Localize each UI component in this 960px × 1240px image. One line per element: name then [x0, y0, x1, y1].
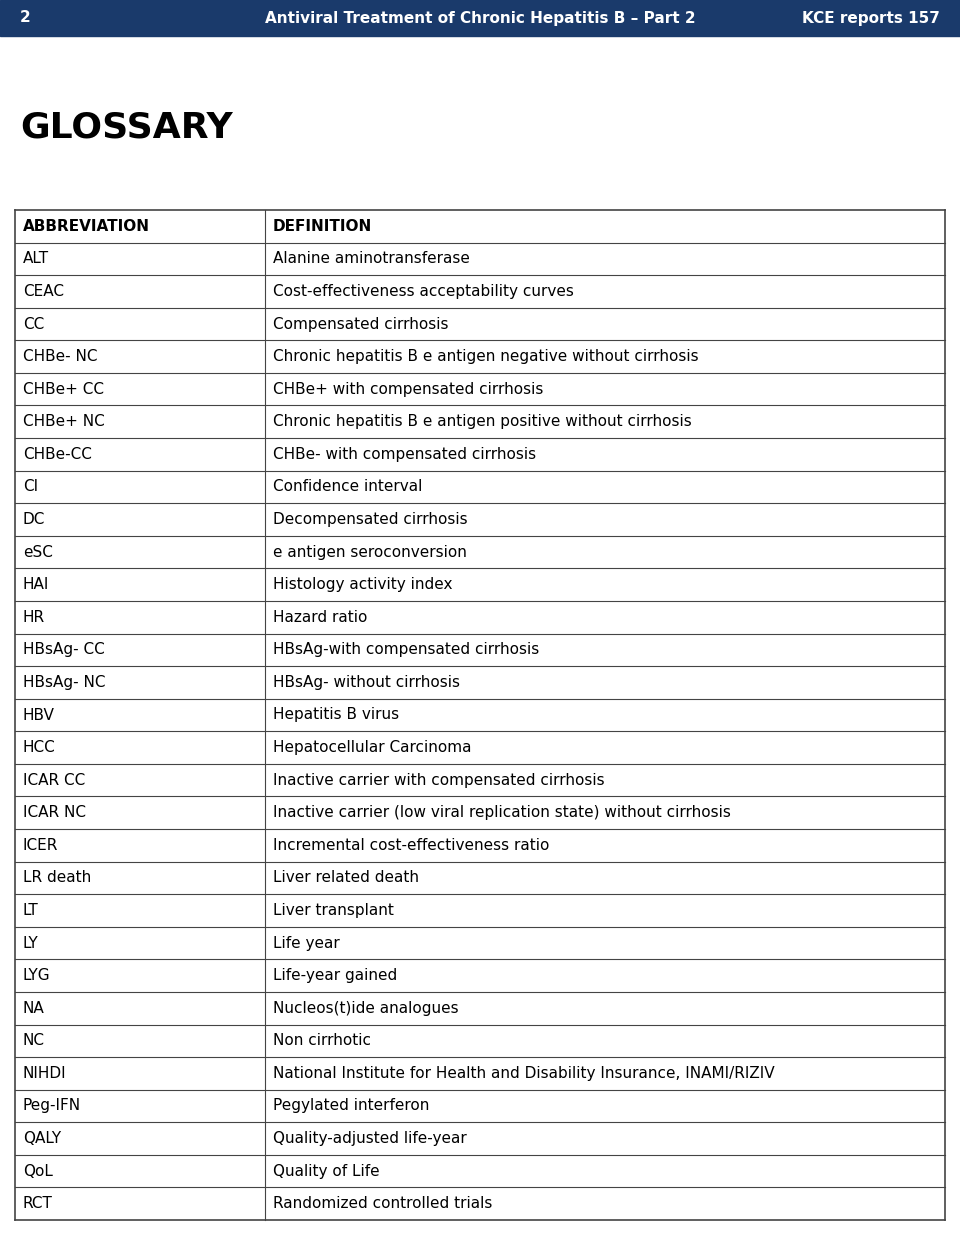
Text: NC: NC [23, 1033, 45, 1048]
Text: CC: CC [23, 316, 44, 331]
Text: Confidence interval: Confidence interval [273, 480, 422, 495]
Text: CEAC: CEAC [23, 284, 64, 299]
Text: 2: 2 [20, 10, 31, 26]
Text: KCE reports 157: KCE reports 157 [803, 10, 940, 26]
Text: LYG: LYG [23, 968, 51, 983]
Text: Liver transplant: Liver transplant [273, 903, 394, 918]
Text: NIHDI: NIHDI [23, 1066, 66, 1081]
Text: National Institute for Health and Disability Insurance, INAMI/RIZIV: National Institute for Health and Disabi… [273, 1066, 775, 1081]
Text: CHBe+ CC: CHBe+ CC [23, 382, 104, 397]
Text: ICAR NC: ICAR NC [23, 805, 86, 820]
Text: ALT: ALT [23, 252, 49, 267]
Text: ICER: ICER [23, 838, 59, 853]
Text: Hepatitis B virus: Hepatitis B virus [273, 708, 399, 723]
Text: Alanine aminotransferase: Alanine aminotransferase [273, 252, 469, 267]
Text: Hepatocellular Carcinoma: Hepatocellular Carcinoma [273, 740, 471, 755]
Text: RCT: RCT [23, 1197, 53, 1211]
Text: LR death: LR death [23, 870, 91, 885]
Text: QALY: QALY [23, 1131, 61, 1146]
Text: HBV: HBV [23, 708, 55, 723]
Text: LY: LY [23, 935, 38, 951]
Text: Inactive carrier (low viral replication state) without cirrhosis: Inactive carrier (low viral replication … [273, 805, 731, 820]
Text: HCC: HCC [23, 740, 56, 755]
Text: DEFINITION: DEFINITION [273, 218, 372, 234]
Text: CHBe- NC: CHBe- NC [23, 350, 98, 365]
Text: HBsAg- without cirrhosis: HBsAg- without cirrhosis [273, 675, 460, 689]
Text: Decompensated cirrhosis: Decompensated cirrhosis [273, 512, 468, 527]
Text: Quality-adjusted life-year: Quality-adjusted life-year [273, 1131, 467, 1146]
Text: eSC: eSC [23, 544, 53, 559]
Text: Compensated cirrhosis: Compensated cirrhosis [273, 316, 448, 331]
Bar [0, 0, 960, 36]
Text: HAI: HAI [23, 577, 49, 593]
Text: Chronic hepatitis B e antigen positive without cirrhosis: Chronic hepatitis B e antigen positive w… [273, 414, 692, 429]
Text: Cost-effectiveness acceptability curves: Cost-effectiveness acceptability curves [273, 284, 574, 299]
Text: CHBe-CC: CHBe-CC [23, 446, 92, 461]
Text: LT: LT [23, 903, 38, 918]
Text: Liver related death: Liver related death [273, 870, 419, 885]
Text: Histology activity index: Histology activity index [273, 577, 452, 593]
Text: Life year: Life year [273, 935, 340, 951]
Text: Life-year gained: Life-year gained [273, 968, 397, 983]
Text: CHBe+ with compensated cirrhosis: CHBe+ with compensated cirrhosis [273, 382, 543, 397]
Text: HBsAg- NC: HBsAg- NC [23, 675, 106, 689]
Text: Pegylated interferon: Pegylated interferon [273, 1099, 429, 1114]
Text: QoL: QoL [23, 1163, 53, 1179]
Text: CHBe- with compensated cirrhosis: CHBe- with compensated cirrhosis [273, 446, 536, 461]
Text: NA: NA [23, 1001, 45, 1016]
Text: Peg-IFN: Peg-IFN [23, 1099, 82, 1114]
Text: Chronic hepatitis B e antigen negative without cirrhosis: Chronic hepatitis B e antigen negative w… [273, 350, 699, 365]
Text: ABBREVIATION: ABBREVIATION [23, 218, 150, 234]
Text: Nucleos(t)ide analogues: Nucleos(t)ide analogues [273, 1001, 459, 1016]
Text: Inactive carrier with compensated cirrhosis: Inactive carrier with compensated cirrho… [273, 773, 605, 787]
Text: Hazard ratio: Hazard ratio [273, 610, 368, 625]
Text: ICAR CC: ICAR CC [23, 773, 85, 787]
Text: DC: DC [23, 512, 45, 527]
Text: Incremental cost-effectiveness ratio: Incremental cost-effectiveness ratio [273, 838, 549, 853]
Text: CHBe+ NC: CHBe+ NC [23, 414, 105, 429]
Text: HR: HR [23, 610, 45, 625]
Text: Randomized controlled trials: Randomized controlled trials [273, 1197, 492, 1211]
Text: HBsAg-with compensated cirrhosis: HBsAg-with compensated cirrhosis [273, 642, 540, 657]
Text: e antigen seroconversion: e antigen seroconversion [273, 544, 467, 559]
Text: Quality of Life: Quality of Life [273, 1163, 379, 1179]
Text: Non cirrhotic: Non cirrhotic [273, 1033, 371, 1048]
Text: HBsAg- CC: HBsAg- CC [23, 642, 105, 657]
Text: Antiviral Treatment of Chronic Hepatitis B – Part 2: Antiviral Treatment of Chronic Hepatitis… [265, 10, 695, 26]
Text: GLOSSARY: GLOSSARY [20, 110, 232, 144]
Text: CI: CI [23, 480, 38, 495]
